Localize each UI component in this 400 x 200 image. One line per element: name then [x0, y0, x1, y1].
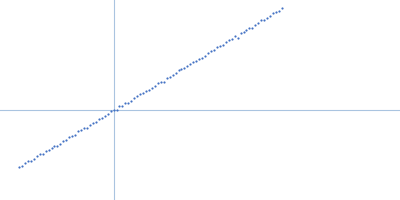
Point [36, 153, 43, 156]
Point [25, 159, 31, 163]
Point [149, 86, 155, 89]
Point [16, 166, 22, 169]
Point [122, 102, 128, 105]
Point [22, 162, 28, 165]
Point [208, 49, 214, 52]
Point [48, 147, 55, 150]
Point [158, 80, 164, 83]
Point [28, 159, 34, 162]
Point [175, 69, 182, 72]
Point [255, 21, 262, 24]
Point [125, 101, 132, 105]
Point [104, 113, 111, 116]
Point [217, 44, 223, 48]
Point [226, 38, 232, 41]
Point [249, 27, 256, 30]
Point [240, 30, 247, 34]
Point [172, 71, 179, 74]
Point [110, 109, 117, 112]
Point [222, 41, 229, 44]
Point [45, 148, 52, 152]
Point [72, 133, 78, 136]
Point [81, 127, 87, 130]
Point [137, 93, 143, 96]
Point [187, 62, 194, 65]
Point [193, 59, 200, 62]
Point [96, 117, 102, 121]
Point [196, 57, 202, 60]
Point [93, 120, 99, 124]
Point [90, 121, 96, 124]
Point [220, 43, 226, 47]
Point [264, 17, 270, 20]
Point [276, 9, 282, 13]
Point [134, 94, 140, 97]
Point [155, 81, 161, 84]
Point [140, 91, 146, 94]
Point [51, 144, 58, 148]
Point [31, 157, 37, 160]
Point [246, 27, 253, 30]
Point [184, 65, 190, 68]
Point [119, 104, 126, 108]
Point [102, 114, 108, 118]
Point [273, 11, 279, 14]
Point [261, 18, 267, 22]
Point [69, 135, 76, 138]
Point [270, 12, 276, 15]
Point [164, 76, 170, 80]
Point [178, 67, 185, 70]
Point [228, 38, 235, 41]
Point [243, 29, 250, 32]
Point [98, 116, 105, 120]
Point [87, 124, 93, 127]
Point [63, 138, 70, 141]
Point [60, 140, 66, 143]
Point [152, 84, 158, 87]
Point [170, 74, 176, 77]
Point [131, 96, 138, 99]
Point [113, 108, 120, 111]
Point [205, 51, 211, 54]
Point [237, 32, 244, 35]
Point [232, 34, 238, 38]
Point [166, 75, 173, 78]
Point [78, 129, 84, 132]
Point [42, 149, 49, 153]
Point [267, 15, 273, 18]
Point [211, 48, 217, 51]
Point [190, 60, 196, 63]
Point [84, 126, 90, 129]
Point [214, 46, 220, 49]
Point [202, 55, 208, 58]
Point [143, 89, 149, 93]
Point [108, 109, 114, 112]
Point [252, 23, 258, 27]
Point [40, 152, 46, 155]
Point [199, 56, 205, 59]
Point [116, 105, 123, 108]
Point [57, 142, 64, 146]
Point [160, 80, 167, 83]
Point [66, 135, 72, 139]
Point [258, 18, 264, 22]
Point [146, 89, 152, 92]
Point [34, 154, 40, 157]
Point [128, 99, 134, 102]
Point [181, 67, 188, 70]
Point [234, 36, 241, 39]
Point [54, 144, 61, 147]
Point [75, 129, 81, 132]
Point [279, 7, 285, 10]
Point [19, 164, 25, 167]
